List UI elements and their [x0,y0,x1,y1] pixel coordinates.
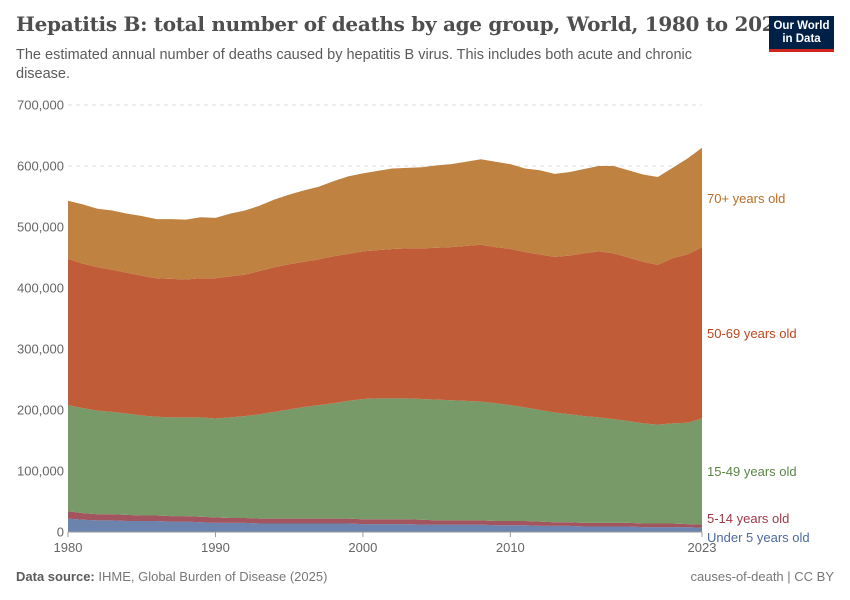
area-5-14-years-old [68,511,702,528]
logo-line-2: in Data [782,33,821,45]
y-tick-label: 600,000 [17,159,64,174]
x-tick-label: 2000 [348,540,377,555]
area-70-years-old [68,147,702,280]
data-source-label: Data source: [16,569,95,584]
series-label: 15-49 years old [707,464,797,479]
x-tick-label: 2023 [688,540,717,555]
area-15-49-years-old [68,398,702,525]
y-tick-label: 300,000 [17,342,64,357]
y-tick-label: 700,000 [17,98,64,113]
data-source-text[interactable]: IHME, Global Burden of Disease (2025) [98,569,328,584]
owid-logo[interactable]: Our World in Data [769,16,834,52]
series-label: 70+ years old [707,191,785,206]
series-label: 50-69 years old [707,326,797,341]
series-label: Under 5 years old [707,530,810,545]
x-tick-label: 2010 [496,540,525,555]
area-under-5-years-old [68,518,702,532]
x-tick-label: 1980 [54,540,83,555]
y-tick-label: 0 [57,525,64,540]
y-tick-label: 500,000 [17,220,64,235]
y-tick-label: 400,000 [17,281,64,296]
footer-license[interactable]: causes-of-death | CC BY [690,569,834,584]
y-tick-label: 100,000 [17,464,64,479]
area-50-69-years-old [68,244,702,425]
chart-subtitle: The estimated annual number of deaths ca… [16,47,692,82]
series-label: 5-14 years old [707,511,789,526]
data-source: Data source: IHME, Global Burden of Dise… [16,569,327,584]
x-tick-label: 1990 [201,540,230,555]
chart-title: Hepatitis B: total number of deaths by a… [16,12,789,36]
logo-line-1: Our World [773,20,830,32]
y-tick-label: 200,000 [17,403,64,418]
